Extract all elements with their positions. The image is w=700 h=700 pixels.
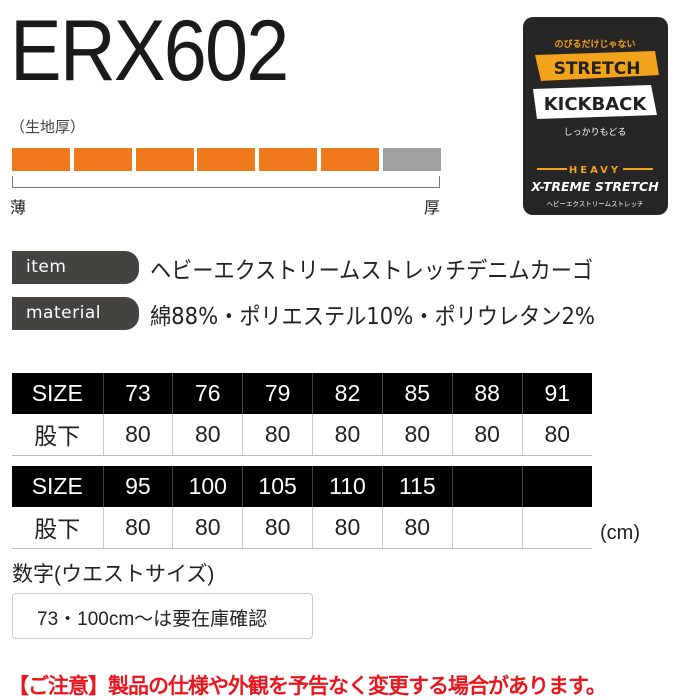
thickness-segment (135, 148, 194, 171)
inseam-cell: 80 (521, 414, 592, 456)
thickness-scale-bracket (12, 176, 440, 188)
inseam-cell: 80 (451, 414, 523, 456)
badge-xtreme-text: X-TREME STRETCH (530, 179, 659, 194)
badge-stretch-text: STRETCH (554, 59, 641, 79)
inseam-cell: 80 (381, 507, 453, 549)
badge-kickback-text: KICKBACK (544, 94, 648, 115)
badge-heavy-text: HEAVY (569, 165, 621, 176)
badge-kickback-sub: しっかりもどる (564, 127, 627, 138)
kickback-banner (533, 85, 657, 119)
size-cell: 95 (102, 466, 173, 507)
thickness-segment (73, 148, 132, 171)
inseam-cell: 80 (242, 507, 313, 549)
size-cell: 91 (521, 373, 592, 414)
product-code-title: ERX602 (10, 3, 289, 99)
size-header-row: SIZE 95 100 105 110 115 (12, 466, 592, 507)
thickness-min-label: 薄 (10, 198, 27, 217)
inseam-cell (451, 507, 523, 549)
inseam-row: 股下 80 80 80 80 80 80 80 (12, 414, 592, 456)
size-note: 数字(ウエストサイズ) (12, 563, 215, 586)
thickness-segment (197, 148, 256, 171)
badge-top-text: のびるだけじゃない (554, 38, 635, 50)
inseam-cell: 80 (312, 507, 383, 549)
material-value: 綿88%・ポリエステル10%・ポリウレタン2% (150, 304, 596, 330)
stock-note-box: 73・100cm～は要在庫確認 (12, 593, 313, 639)
size-cell (451, 466, 523, 507)
item-label: item (12, 251, 139, 284)
inseam-cell: 80 (381, 414, 453, 456)
size-cell: 79 (242, 373, 313, 414)
size-cell: 73 (102, 373, 173, 414)
inseam-label: 股下 (12, 507, 103, 549)
size-table-1: SIZE 73 76 79 82 85 88 91 股下 80 80 80 80 80 80 80 (12, 373, 592, 456)
thickness-segment (259, 148, 318, 171)
size-cell: 85 (381, 373, 453, 414)
size-header-row: SIZE 73 76 79 82 85 88 91 (12, 373, 592, 414)
thickness-max-label: 厚 (424, 198, 441, 217)
inseam-cell: 80 (172, 507, 243, 549)
inseam-row: 股下 80 80 80 80 80 (12, 507, 592, 549)
size-cell: 100 (172, 466, 243, 507)
caution-notice: 【ご注意】製品の仕様や外観を予告なく変更する場合があります。 (8, 674, 607, 698)
size-header-label: SIZE (12, 466, 103, 507)
size-header-label: SIZE (12, 373, 103, 414)
thickness-segment (382, 148, 441, 171)
inseam-cell: 80 (172, 414, 243, 456)
inseam-cell: 80 (102, 414, 173, 456)
material-label: material (12, 297, 139, 330)
inseam-cell: 80 (312, 414, 383, 456)
badge-bottom-text: ヘビーエクストリームストレッチ (546, 199, 643, 208)
size-cell: 110 (312, 466, 383, 507)
size-cell: 82 (312, 373, 383, 414)
size-table-2: SIZE 95 100 105 110 115 股下 80 80 80 80 80 (12, 466, 592, 549)
inseam-cell (521, 507, 592, 549)
stretch-banner (535, 51, 659, 81)
unit-label: (cm) (600, 522, 640, 544)
size-cell: 76 (172, 373, 243, 414)
thickness-segment (12, 148, 70, 171)
inseam-cell: 80 (242, 414, 313, 456)
item-value: ヘビーエクストリームストレッチデニムカーゴ (150, 258, 594, 284)
inseam-cell: 80 (102, 507, 173, 549)
size-cell: 105 (242, 466, 313, 507)
size-cell (521, 466, 592, 507)
inseam-label: 股下 (12, 414, 103, 456)
thickness-label: （生地厚） (10, 118, 86, 136)
thickness-segment (321, 148, 379, 171)
size-cell: 88 (451, 373, 523, 414)
stretch-logo-badge: のびるだけじゃない STRETCH KICKBACK しっかりもどる HEAVY… (523, 17, 668, 215)
size-cell: 115 (381, 466, 453, 507)
